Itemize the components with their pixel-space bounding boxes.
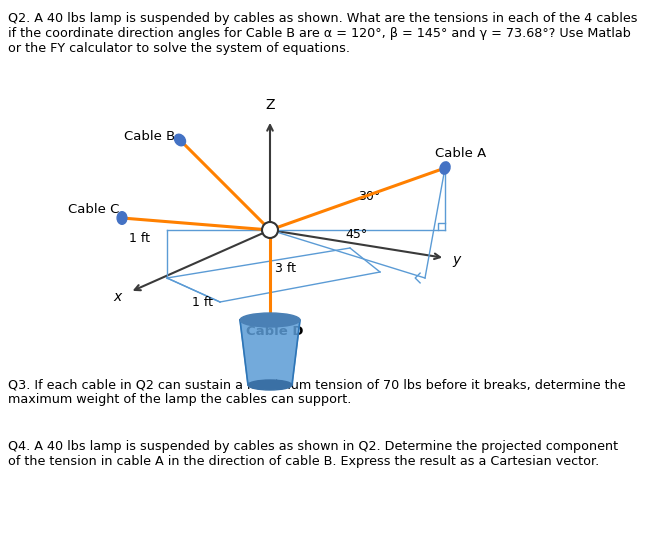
Text: 45°: 45° (345, 228, 367, 241)
Text: Z: Z (265, 98, 275, 112)
Text: maximum weight of the lamp the cables can support.: maximum weight of the lamp the cables ca… (8, 393, 351, 406)
Text: x: x (114, 290, 122, 304)
Text: Cable A: Cable A (435, 147, 487, 160)
Ellipse shape (240, 313, 300, 327)
Text: 1 ft: 1 ft (192, 296, 212, 309)
Text: 30°: 30° (358, 190, 380, 203)
Polygon shape (240, 320, 300, 385)
Text: 1 ft: 1 ft (129, 232, 150, 245)
Text: 3 ft: 3 ft (275, 262, 296, 275)
Text: Q3. If each cable in Q2 can sustain a maximum tension of 70 lbs before it breaks: Q3. If each cable in Q2 can sustain a ma… (8, 378, 626, 391)
Text: Q2. A 40 lbs lamp is suspended by cables as shown. What are the tensions in each: Q2. A 40 lbs lamp is suspended by cables… (8, 12, 637, 25)
Text: y: y (452, 253, 460, 267)
Ellipse shape (117, 211, 127, 224)
Ellipse shape (440, 162, 450, 174)
Text: Cable D: Cable D (247, 325, 303, 338)
Text: Q4. A 40 lbs lamp is suspended by cables as shown in Q2. Determine the projected: Q4. A 40 lbs lamp is suspended by cables… (8, 440, 618, 453)
Ellipse shape (248, 380, 292, 390)
Ellipse shape (175, 134, 186, 146)
Text: Cable B: Cable B (124, 130, 175, 143)
Text: Cable C: Cable C (68, 203, 119, 216)
Text: or the FY calculator to solve the system of equations.: or the FY calculator to solve the system… (8, 42, 350, 55)
Circle shape (262, 222, 278, 238)
Text: if the coordinate direction angles for Cable B are α = 120°, β = 145° and γ = 73: if the coordinate direction angles for C… (8, 27, 631, 40)
Text: of the tension in cable A in the direction of cable B. Express the result as a C: of the tension in cable A in the directi… (8, 455, 599, 468)
